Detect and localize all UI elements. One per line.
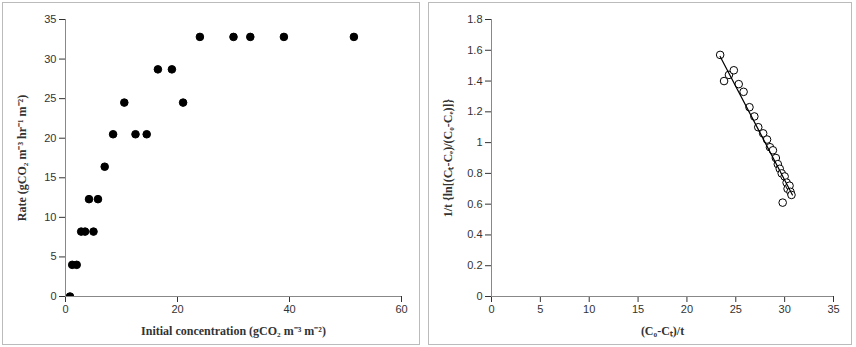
svg-text:20: 20 <box>44 132 56 144</box>
svg-text:15: 15 <box>632 303 644 315</box>
svg-text:0: 0 <box>488 303 494 315</box>
svg-text:Rate (gCO₂ m⁻³ hr⁻¹ m⁻²): Rate (gCO₂ m⁻³ hr⁻¹ m⁻²) <box>15 95 29 221</box>
svg-text:1: 1 <box>476 136 482 148</box>
svg-text:10: 10 <box>583 303 595 315</box>
svg-text:30: 30 <box>44 53 56 65</box>
svg-text:20: 20 <box>681 303 693 315</box>
svg-text:(C₀-Cₜ)/t: (C₀-Cₜ)/t <box>641 324 684 338</box>
svg-text:10: 10 <box>44 211 56 223</box>
svg-text:1.6: 1.6 <box>467 44 482 56</box>
svg-text:35: 35 <box>827 303 839 315</box>
svg-text:40: 40 <box>283 303 295 315</box>
svg-text:5: 5 <box>50 250 56 262</box>
svg-text:5: 5 <box>537 303 543 315</box>
svg-text:1.4: 1.4 <box>467 75 482 87</box>
svg-text:0: 0 <box>476 290 482 302</box>
svg-text:0.6: 0.6 <box>467 198 482 210</box>
svg-text:25: 25 <box>44 92 56 104</box>
svg-text:Initial concentration (gCO₂ m⁻: Initial concentration (gCO₂ m⁻³ m⁻²) <box>141 324 326 338</box>
svg-text:1.2: 1.2 <box>467 105 482 117</box>
svg-text:1/t {ln[(Cₜ-Cₑ)/(C₀-Cₑ)]}: 1/t {ln[(Cₜ-Cₑ)/(C₀-Cₑ)]} <box>441 98 455 217</box>
svg-text:0.8: 0.8 <box>467 167 482 179</box>
svg-text:1.8: 1.8 <box>467 13 482 25</box>
svg-text:0: 0 <box>50 290 56 302</box>
svg-text:0.2: 0.2 <box>467 259 482 271</box>
svg-text:25: 25 <box>730 303 742 315</box>
svg-text:20: 20 <box>171 303 183 315</box>
svg-text:0.4: 0.4 <box>467 228 482 240</box>
svg-text:0: 0 <box>62 303 68 315</box>
svg-text:15: 15 <box>44 171 56 183</box>
svg-text:30: 30 <box>779 303 791 315</box>
svg-text:35: 35 <box>44 13 56 25</box>
svg-text:60: 60 <box>395 303 407 315</box>
